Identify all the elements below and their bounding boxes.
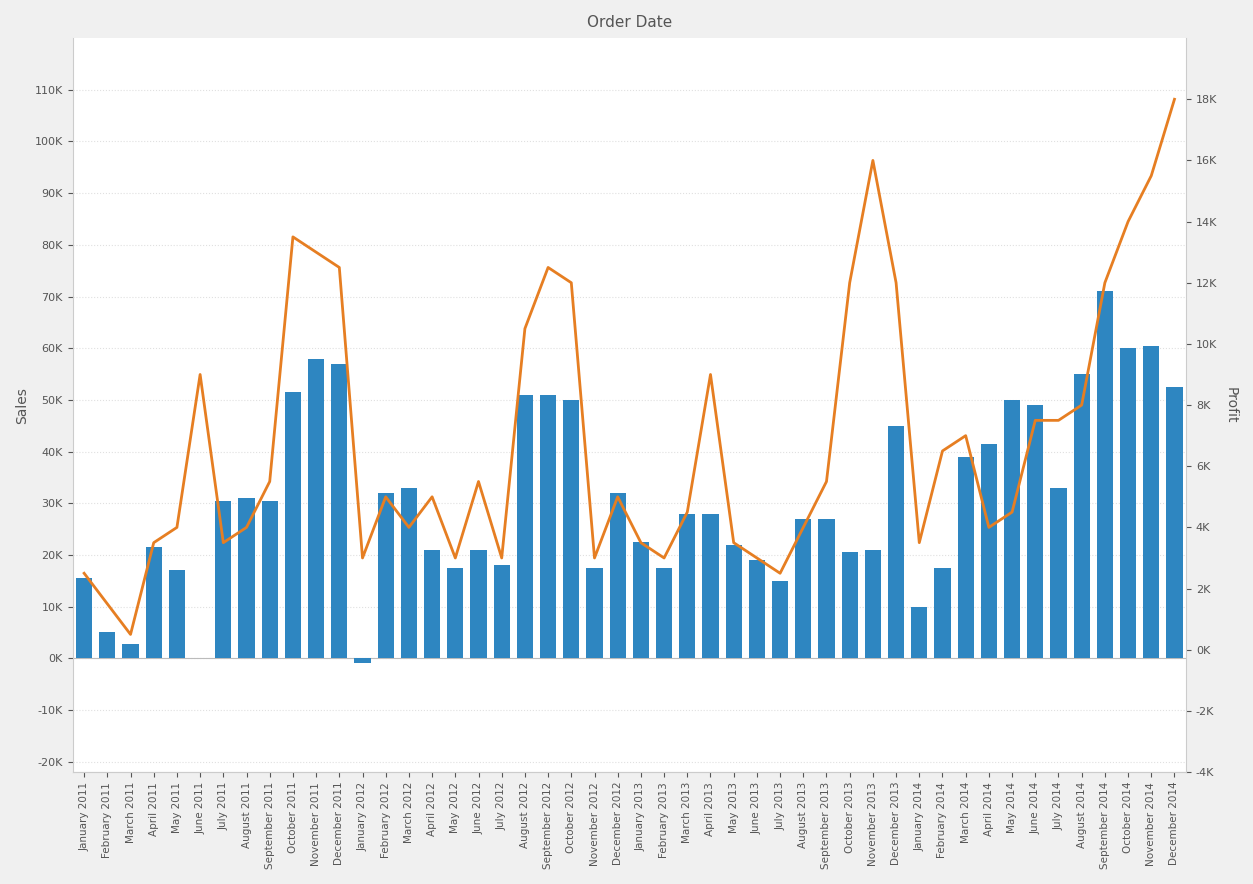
Bar: [796, 519, 812, 659]
Title: Order Date: Order Date: [586, 15, 672, 30]
Y-axis label: Sales: Sales: [15, 386, 29, 423]
Bar: [981, 444, 997, 659]
Bar: [1167, 387, 1183, 659]
Bar: [401, 488, 417, 659]
Bar: [703, 514, 719, 659]
Bar: [470, 550, 486, 659]
Bar: [1074, 374, 1090, 659]
Bar: [842, 552, 858, 659]
Bar: [424, 550, 440, 659]
Bar: [935, 568, 951, 659]
Bar: [563, 400, 579, 659]
Bar: [1120, 348, 1136, 659]
Bar: [494, 565, 510, 659]
Bar: [1027, 405, 1044, 659]
Bar: [447, 568, 464, 659]
Bar: [123, 644, 139, 659]
Bar: [331, 363, 347, 659]
Bar: [355, 659, 371, 664]
Bar: [262, 500, 278, 659]
Bar: [609, 493, 625, 659]
Bar: [586, 568, 603, 659]
Bar: [957, 457, 974, 659]
Bar: [1143, 346, 1159, 659]
Bar: [633, 542, 649, 659]
Bar: [657, 568, 672, 659]
Bar: [99, 632, 115, 659]
Bar: [284, 392, 301, 659]
Bar: [377, 493, 393, 659]
Bar: [865, 550, 881, 659]
Bar: [76, 578, 93, 659]
Bar: [772, 581, 788, 659]
Bar: [308, 359, 325, 659]
Bar: [169, 570, 185, 659]
Bar: [540, 395, 556, 659]
Bar: [888, 426, 905, 659]
Bar: [818, 519, 834, 659]
Bar: [145, 547, 162, 659]
Bar: [238, 498, 254, 659]
Y-axis label: Profit: Profit: [1224, 387, 1238, 423]
Bar: [911, 606, 927, 659]
Bar: [725, 545, 742, 659]
Bar: [1050, 488, 1066, 659]
Bar: [679, 514, 695, 659]
Bar: [216, 500, 232, 659]
Bar: [516, 395, 533, 659]
Bar: [749, 560, 766, 659]
Bar: [1096, 292, 1113, 659]
Bar: [1004, 400, 1020, 659]
